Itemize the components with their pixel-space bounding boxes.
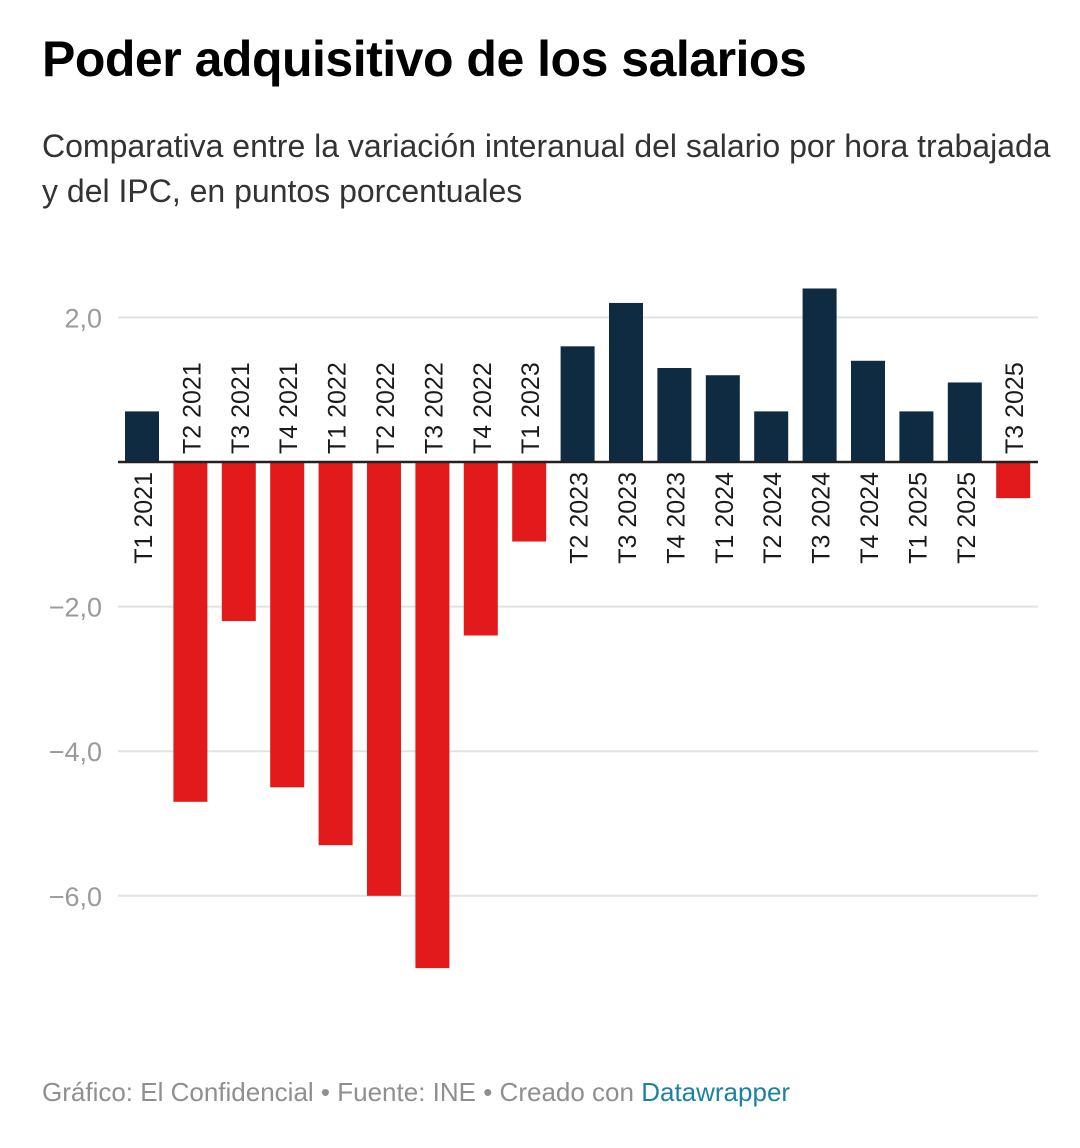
bar	[754, 411, 789, 462]
bar-chart: 2,0 −2,0 −4,0 −6,0 T1 2021 T2 2021 T3 2021 T4 …	[49, 288, 1038, 969]
bar	[657, 368, 692, 462]
category-label: T4 2021	[275, 362, 303, 454]
bar	[270, 462, 305, 788]
y-tick-label: 2,0	[64, 303, 102, 333]
category-label: T1 2022	[324, 362, 352, 454]
category-label: T4 2023	[662, 472, 690, 564]
y-tick-label: −4,0	[49, 737, 102, 767]
datawrapper-link[interactable]: Datawrapper	[641, 1077, 791, 1107]
bar	[125, 411, 159, 462]
category-label: T3 2021	[227, 362, 255, 454]
chart-subtitle: Comparativa entre la variación interanua…	[42, 128, 1051, 209]
bar	[705, 375, 740, 462]
bar	[367, 462, 401, 896]
footer-separator: •	[475, 1077, 500, 1107]
bar	[609, 302, 643, 462]
footer-created-prefix: Creado con	[499, 1077, 642, 1107]
category-labels: T1 2021 T2 2021 T3 2021 T4 2021 T1 2022 T2 20…	[130, 362, 1029, 564]
chart-title: Poder adquisitivo de los salarios	[42, 31, 807, 87]
bar	[996, 462, 1031, 499]
footer: Gráfico: El Confidencial • Fuente: INE •…	[42, 1077, 790, 1108]
category-label: T2 2022	[372, 362, 400, 454]
category-label: T4 2022	[469, 362, 497, 454]
bar	[512, 462, 547, 542]
category-label: T2 2021	[178, 362, 206, 454]
category-label: T3 2025	[1001, 362, 1029, 454]
gridlines: 2,0 −2,0 −4,0 −6,0	[49, 303, 1038, 912]
bar	[802, 288, 837, 462]
bar	[318, 462, 353, 846]
category-label: T1 2024	[711, 472, 739, 564]
category-label: T3 2024	[808, 472, 836, 564]
bar	[899, 411, 934, 462]
bar	[947, 382, 982, 462]
bar	[221, 462, 256, 622]
bar	[560, 346, 595, 462]
bar	[415, 462, 450, 969]
y-tick-label: −2,0	[49, 593, 102, 623]
footer-credit: Gráfico: El Confidencial	[42, 1077, 314, 1107]
bars	[125, 288, 1031, 969]
category-label: T3 2022	[420, 362, 448, 454]
category-label: T2 2024	[759, 472, 787, 564]
footer-source: Fuente: INE	[337, 1077, 476, 1107]
category-label: T2 2023	[566, 472, 594, 564]
bar	[851, 360, 885, 462]
category-label: T1 2023	[517, 362, 545, 454]
category-label: T1 2021	[130, 472, 158, 564]
category-label: T2 2025	[953, 472, 981, 564]
bar	[463, 462, 498, 636]
y-tick-label: −6,0	[49, 882, 102, 912]
bar	[173, 462, 208, 802]
footer-separator: •	[313, 1077, 338, 1107]
category-label: T3 2023	[614, 472, 642, 564]
category-label: T4 2024	[856, 472, 884, 564]
category-label: T1 2025	[904, 472, 932, 564]
